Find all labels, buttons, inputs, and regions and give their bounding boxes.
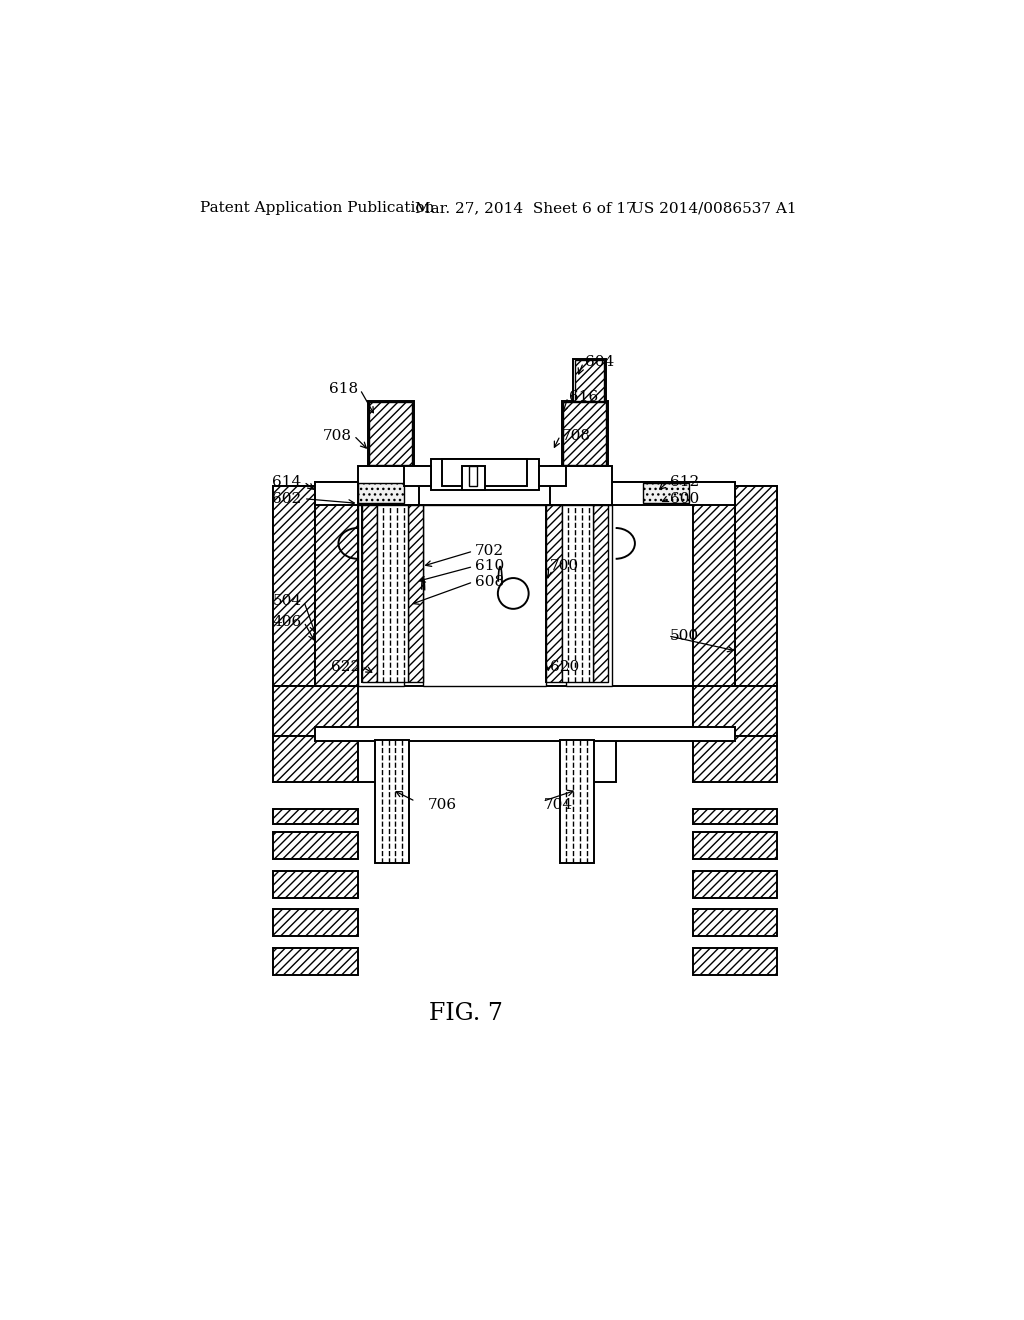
Bar	[408, 506, 423, 682]
Text: 602: 602	[272, 492, 301, 506]
Text: 600: 600	[670, 492, 698, 506]
Bar	[692, 686, 777, 737]
Circle shape	[498, 578, 528, 609]
Bar	[315, 482, 735, 506]
Bar	[562, 506, 593, 682]
Text: 616: 616	[569, 391, 599, 404]
Bar	[315, 482, 735, 686]
Text: 614: 614	[272, 475, 301, 488]
Text: 708: 708	[562, 429, 591, 442]
Bar	[692, 486, 777, 536]
Text: 700: 700	[550, 560, 580, 573]
Text: 504: 504	[272, 594, 301, 609]
Bar	[442, 459, 527, 486]
Bar	[562, 401, 608, 466]
Bar	[593, 506, 608, 682]
Bar	[368, 401, 414, 466]
Bar	[469, 466, 477, 486]
Bar	[692, 909, 777, 936]
Bar	[692, 809, 777, 825]
Bar	[539, 466, 565, 486]
Bar	[563, 403, 606, 465]
Bar	[692, 871, 777, 898]
Text: Mar. 27, 2014  Sheet 6 of 17: Mar. 27, 2014 Sheet 6 of 17	[416, 202, 636, 215]
Text: 702: 702	[475, 544, 504, 558]
Bar	[403, 466, 431, 486]
Text: 618: 618	[329, 383, 357, 396]
Bar	[643, 483, 689, 503]
Bar	[357, 506, 403, 686]
Bar	[370, 403, 413, 465]
Bar	[273, 686, 357, 737]
Bar	[273, 909, 357, 936]
Text: 610: 610	[475, 560, 504, 573]
Bar	[423, 506, 547, 686]
Bar	[273, 486, 315, 686]
Text: 612: 612	[670, 475, 698, 488]
Text: 706: 706	[428, 799, 457, 812]
Text: 622: 622	[331, 660, 360, 673]
Bar	[574, 360, 604, 401]
Text: FIG. 7: FIG. 7	[429, 1002, 503, 1024]
Bar	[573, 359, 605, 403]
Bar	[462, 466, 484, 490]
Text: 708: 708	[323, 429, 351, 442]
Bar	[569, 737, 615, 781]
Bar	[315, 727, 735, 742]
Bar	[315, 482, 357, 686]
Bar	[547, 506, 562, 682]
Text: 620: 620	[550, 660, 580, 673]
Bar	[565, 506, 611, 686]
Text: 608: 608	[475, 576, 504, 589]
Bar	[361, 506, 377, 682]
Text: 500: 500	[670, 628, 698, 643]
Bar	[560, 739, 594, 863]
Bar	[547, 506, 608, 682]
Bar	[377, 506, 408, 682]
Bar	[376, 739, 410, 863]
Bar	[273, 832, 357, 859]
Bar	[431, 459, 539, 490]
Bar	[692, 482, 735, 686]
Bar	[357, 483, 403, 503]
Bar	[692, 737, 777, 781]
Bar	[692, 832, 777, 859]
Bar	[361, 506, 423, 682]
Bar	[692, 948, 777, 974]
Bar	[550, 466, 611, 506]
Bar	[357, 737, 403, 781]
Text: US 2014/0086537 A1: US 2014/0086537 A1	[631, 202, 797, 215]
Bar	[273, 809, 357, 825]
Text: Patent Application Publication: Patent Application Publication	[200, 202, 434, 215]
Bar	[735, 486, 777, 686]
Bar	[273, 486, 357, 536]
Bar	[273, 737, 357, 781]
Bar	[357, 466, 419, 506]
Bar	[273, 871, 357, 898]
Text: 704: 704	[544, 799, 573, 812]
Text: 604: 604	[585, 355, 614, 370]
Bar	[273, 948, 357, 974]
Text: 406: 406	[272, 615, 301, 628]
